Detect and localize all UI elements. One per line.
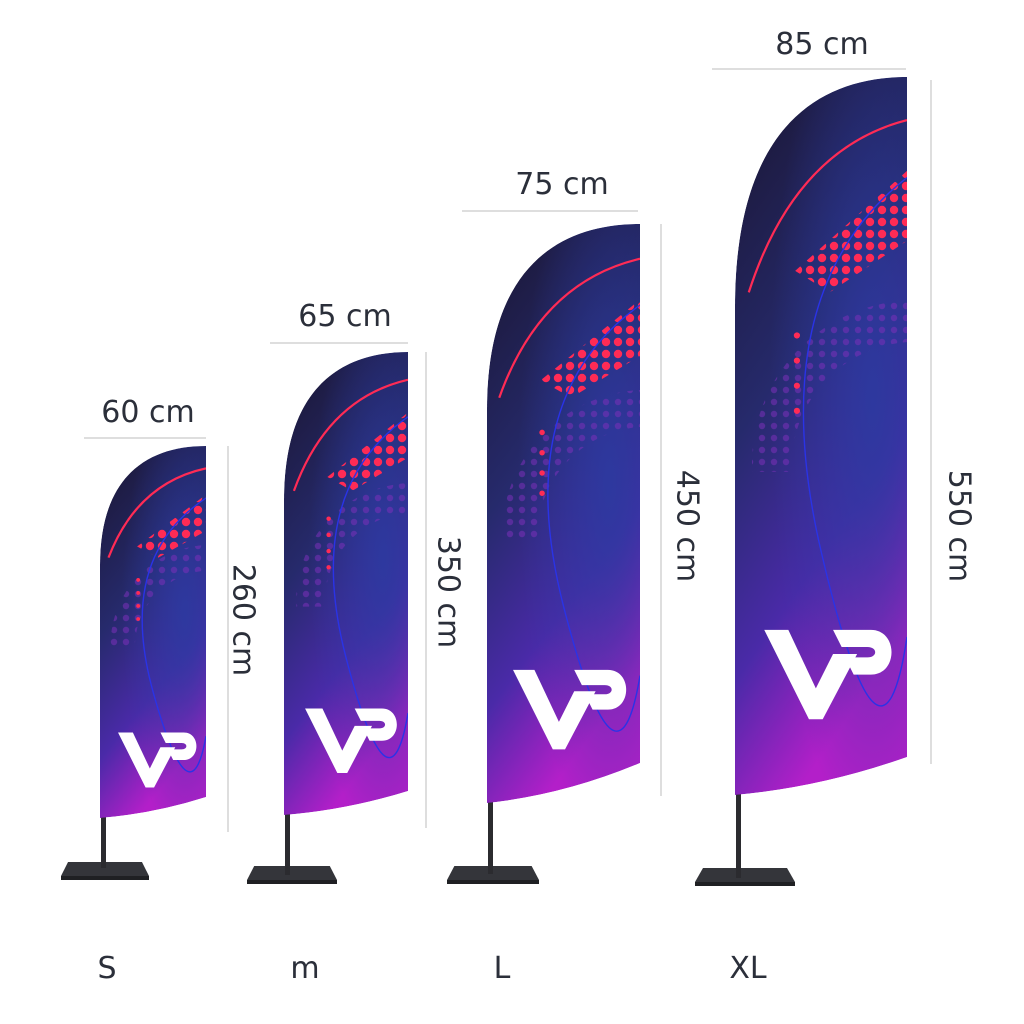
flag-l: VP 75 cm 450 cm L — [447, 167, 705, 986]
height-label: 350 cm — [431, 536, 466, 649]
red-arc-line — [107, 467, 206, 558]
size-label: XL — [729, 951, 767, 986]
accent-dot — [793, 382, 801, 389]
width-label: 85 cm — [775, 27, 868, 62]
vp-logo: VP — [764, 629, 892, 720]
accent-dot — [539, 429, 545, 436]
accent-dot — [326, 565, 331, 570]
accent-dot — [136, 604, 141, 608]
stand-base-edge — [695, 882, 795, 886]
halftone-purple-arc — [110, 544, 206, 651]
height-label: 450 cm — [670, 470, 705, 583]
flag-s: VP 60 cm 260 cm S — [61, 395, 261, 986]
flag-m: VP 65 cm 350 cm m — [247, 299, 466, 986]
stand-base-edge — [247, 880, 337, 884]
accent-dot — [326, 532, 331, 538]
accent-dot — [539, 449, 545, 456]
accent-dot — [326, 516, 331, 521]
halftone-purple-arc — [296, 482, 408, 607]
stand-base — [247, 866, 337, 880]
pole — [285, 809, 290, 875]
accent-dot — [793, 407, 801, 414]
vp-logo: VP — [513, 669, 627, 750]
height-label: 550 cm — [942, 470, 977, 583]
size-label: S — [97, 951, 116, 986]
accent-dot — [136, 578, 141, 582]
vp-logo: VP — [118, 732, 197, 788]
pole — [488, 797, 493, 874]
size-label: m — [290, 951, 319, 986]
accent-dot — [793, 332, 801, 339]
accent-dot — [539, 490, 545, 496]
stand-base — [695, 868, 795, 882]
blue-arc-line — [332, 416, 408, 759]
stand-base — [61, 862, 149, 876]
vp-logo: VP — [305, 708, 397, 773]
accent-dot — [136, 591, 141, 595]
halftone-purple-arc — [502, 389, 640, 543]
red-arc-line — [498, 257, 640, 399]
accent-dot — [326, 548, 331, 554]
height-label: 260 cm — [226, 564, 261, 677]
halftone-purple-arc — [752, 300, 907, 472]
blue-arc-line — [802, 176, 907, 707]
accent-dot — [539, 470, 545, 476]
accent-dot — [136, 617, 141, 621]
blue-arc-line — [141, 497, 206, 773]
pole — [736, 789, 741, 878]
flag-xl: VP 85 cm 550 cm XL — [695, 27, 977, 986]
width-label: 60 cm — [101, 395, 194, 430]
red-arc-line — [292, 378, 408, 492]
accent-dot — [793, 357, 801, 364]
size-label: L — [494, 951, 511, 986]
width-label: 65 cm — [298, 299, 391, 334]
stand-base-edge — [61, 876, 149, 880]
blue-arc-line — [547, 304, 640, 732]
pole — [101, 812, 106, 868]
red-arc-line — [747, 119, 907, 293]
stand-base-edge — [447, 880, 539, 884]
width-label: 75 cm — [515, 167, 608, 202]
